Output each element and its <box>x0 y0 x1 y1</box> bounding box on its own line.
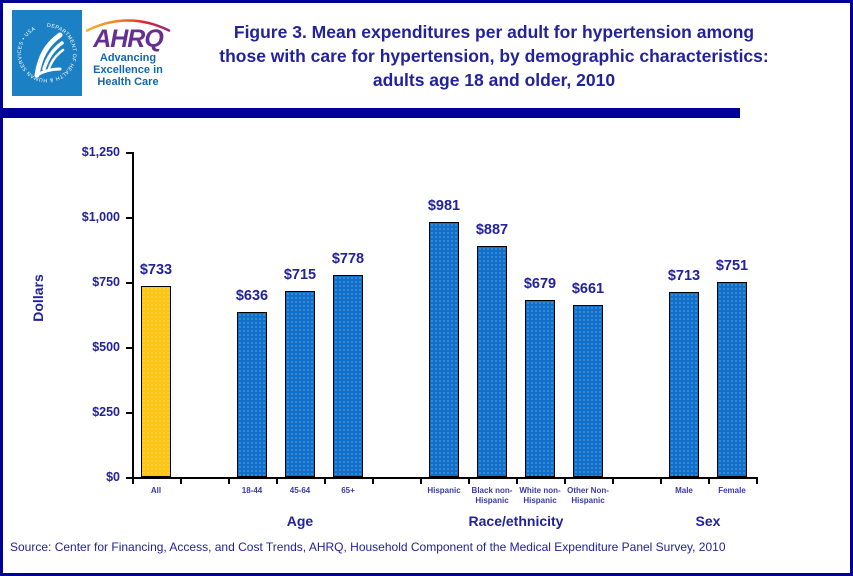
bar-category-label: Female <box>718 486 746 495</box>
x-axis-tick <box>468 479 470 484</box>
figure-title: Figure 3. Mean expenditures per adult fo… <box>219 22 769 91</box>
x-axis-tick <box>324 479 326 484</box>
ahrq-wordmark: AHRQ Advancing Excellence in Health Care <box>82 10 174 96</box>
bar-all <box>141 286 171 477</box>
source-note: Source: Center for Financing, Access, an… <box>10 540 726 554</box>
bar-category-label: 45-64 <box>289 486 311 495</box>
bar-value-label: $751 <box>715 258 749 274</box>
hhs-eagle-icon: DEPARTMENT OF HEALTH & HUMAN SERVICES • … <box>17 23 77 83</box>
bar-value-label: $778 <box>331 251 365 267</box>
bar-value-label: $981 <box>427 198 461 214</box>
bar-value-label: $715 <box>283 267 317 283</box>
y-axis-tick <box>126 282 132 284</box>
bar-black-non-hispanic <box>477 246 507 477</box>
x-axis-tick <box>276 479 278 484</box>
bar-value-label: $713 <box>667 268 701 284</box>
group-label-race-ethnicity: Race/ethnicity <box>468 513 564 529</box>
hhs-seal: DEPARTMENT OF HEALTH & HUMAN SERVICES • … <box>12 10 82 96</box>
bar-hispanic <box>429 222 459 477</box>
x-axis-tick <box>228 479 230 484</box>
y-axis-tick <box>126 217 132 219</box>
y-axis-tick <box>126 152 132 154</box>
x-axis-line <box>132 477 758 479</box>
x-axis-tick <box>132 479 134 484</box>
x-axis-tick <box>516 479 518 484</box>
bar-value-label: $733 <box>139 262 173 278</box>
bar-category-label: 18-44 <box>241 486 263 495</box>
x-axis-tick <box>756 479 758 484</box>
y-axis-tick <box>126 412 132 414</box>
x-axis-tick <box>564 479 566 484</box>
x-axis-tick <box>420 479 422 484</box>
bar-category-label: Hispanic <box>427 486 461 495</box>
bar-value-label: $679 <box>523 276 557 292</box>
bar-male <box>669 292 699 477</box>
y-tick-label: $750 <box>92 275 120 289</box>
y-axis-tick <box>126 477 132 479</box>
bar-18-44 <box>237 312 267 477</box>
group-label-sex: Sex <box>695 513 721 529</box>
bar-value-label: $887 <box>475 222 509 238</box>
bar-45-64 <box>285 291 315 477</box>
y-tick-label: $0 <box>106 470 120 484</box>
bar-value-label: $636 <box>235 288 269 304</box>
rainbow-arc-icon <box>85 19 171 32</box>
bar-category-label: Black non- Hispanic <box>471 486 513 505</box>
bar-category-label: 65+ <box>341 486 355 495</box>
y-tick-label: $250 <box>92 405 120 419</box>
ahrq-tagline: Advancing Excellence in Health Care <box>93 51 163 89</box>
bar-white-non-hispanic <box>525 300 555 477</box>
y-axis-title: Dollars <box>30 274 46 322</box>
x-axis-tick <box>708 479 710 484</box>
ahrq-brand-text: AHRQ <box>93 24 164 53</box>
bar-other-non-hispanic <box>573 305 603 477</box>
bar-value-label: $661 <box>571 281 605 297</box>
y-tick-label: $500 <box>92 340 120 354</box>
bar-female <box>717 282 747 477</box>
y-tick-label: $1,250 <box>81 145 120 159</box>
ahrq-logo: DEPARTMENT OF HEALTH & HUMAN SERVICES • … <box>12 10 174 96</box>
x-axis-tick <box>660 479 662 484</box>
bar-category-label: All <box>150 486 162 495</box>
x-axis-tick <box>180 479 182 484</box>
bar-category-label: Male <box>675 486 693 495</box>
bar-category-label: White non- Hispanic <box>519 486 561 505</box>
x-axis-tick <box>372 479 374 484</box>
x-axis-tick <box>612 479 614 484</box>
group-label-age: Age <box>286 513 314 529</box>
y-axis-tick <box>126 347 132 349</box>
y-tick-label: $1,000 <box>81 210 120 224</box>
header-divider-bar <box>0 108 740 118</box>
bar-65 <box>333 275 363 477</box>
y-axis-line <box>132 152 134 479</box>
bar-category-label: Other Non- Hispanic <box>567 486 609 505</box>
